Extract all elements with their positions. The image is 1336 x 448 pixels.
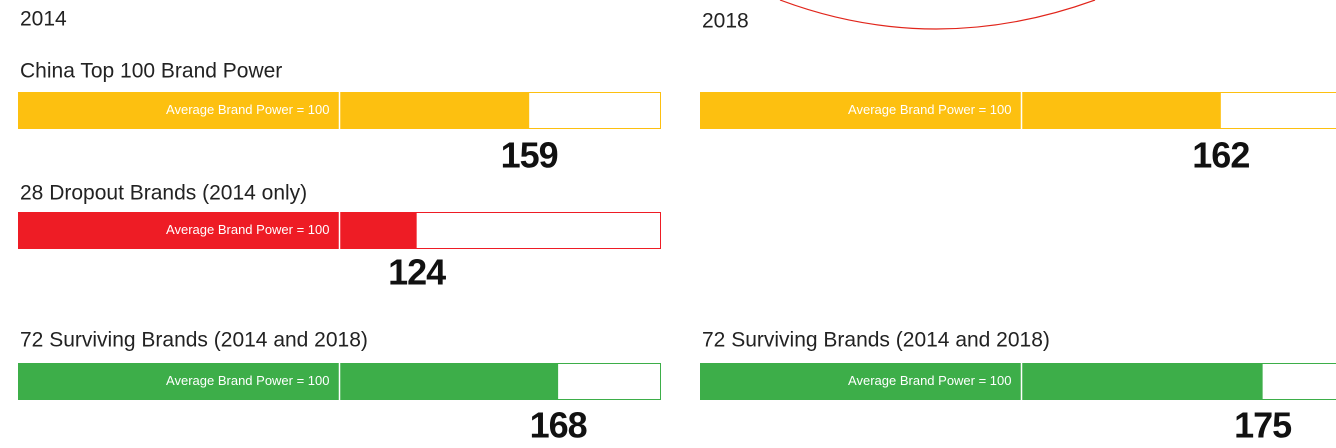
reference-label: Average Brand Power = 100	[848, 102, 1011, 117]
value-label: 124	[388, 252, 446, 293]
value-label: 162	[1192, 135, 1249, 176]
bar	[700, 92, 1221, 129]
year-label: 2014	[20, 8, 67, 31]
group-title: 28 Dropout Brands (2014 only)	[20, 182, 307, 205]
decorative-arc	[779, 0, 1096, 30]
value-label: 159	[501, 135, 558, 176]
reference-label: Average Brand Power = 100	[166, 222, 329, 237]
reference-label: Average Brand Power = 100	[166, 373, 329, 388]
year-label: 2018	[702, 10, 749, 33]
group-title: China Top 100 Brand Power	[20, 60, 282, 83]
reference-label: Average Brand Power = 100	[166, 102, 329, 117]
bar	[18, 363, 559, 400]
group-title: 72 Surviving Brands (2014 and 2018)	[702, 329, 1050, 352]
value-label: 168	[530, 405, 587, 446]
reference-label: Average Brand Power = 100	[848, 373, 1011, 388]
bar	[700, 363, 1263, 400]
group-title: 72 Surviving Brands (2014 and 2018)	[20, 329, 368, 352]
bar	[18, 212, 417, 249]
value-label: 175	[1234, 405, 1292, 446]
bar	[18, 92, 530, 129]
